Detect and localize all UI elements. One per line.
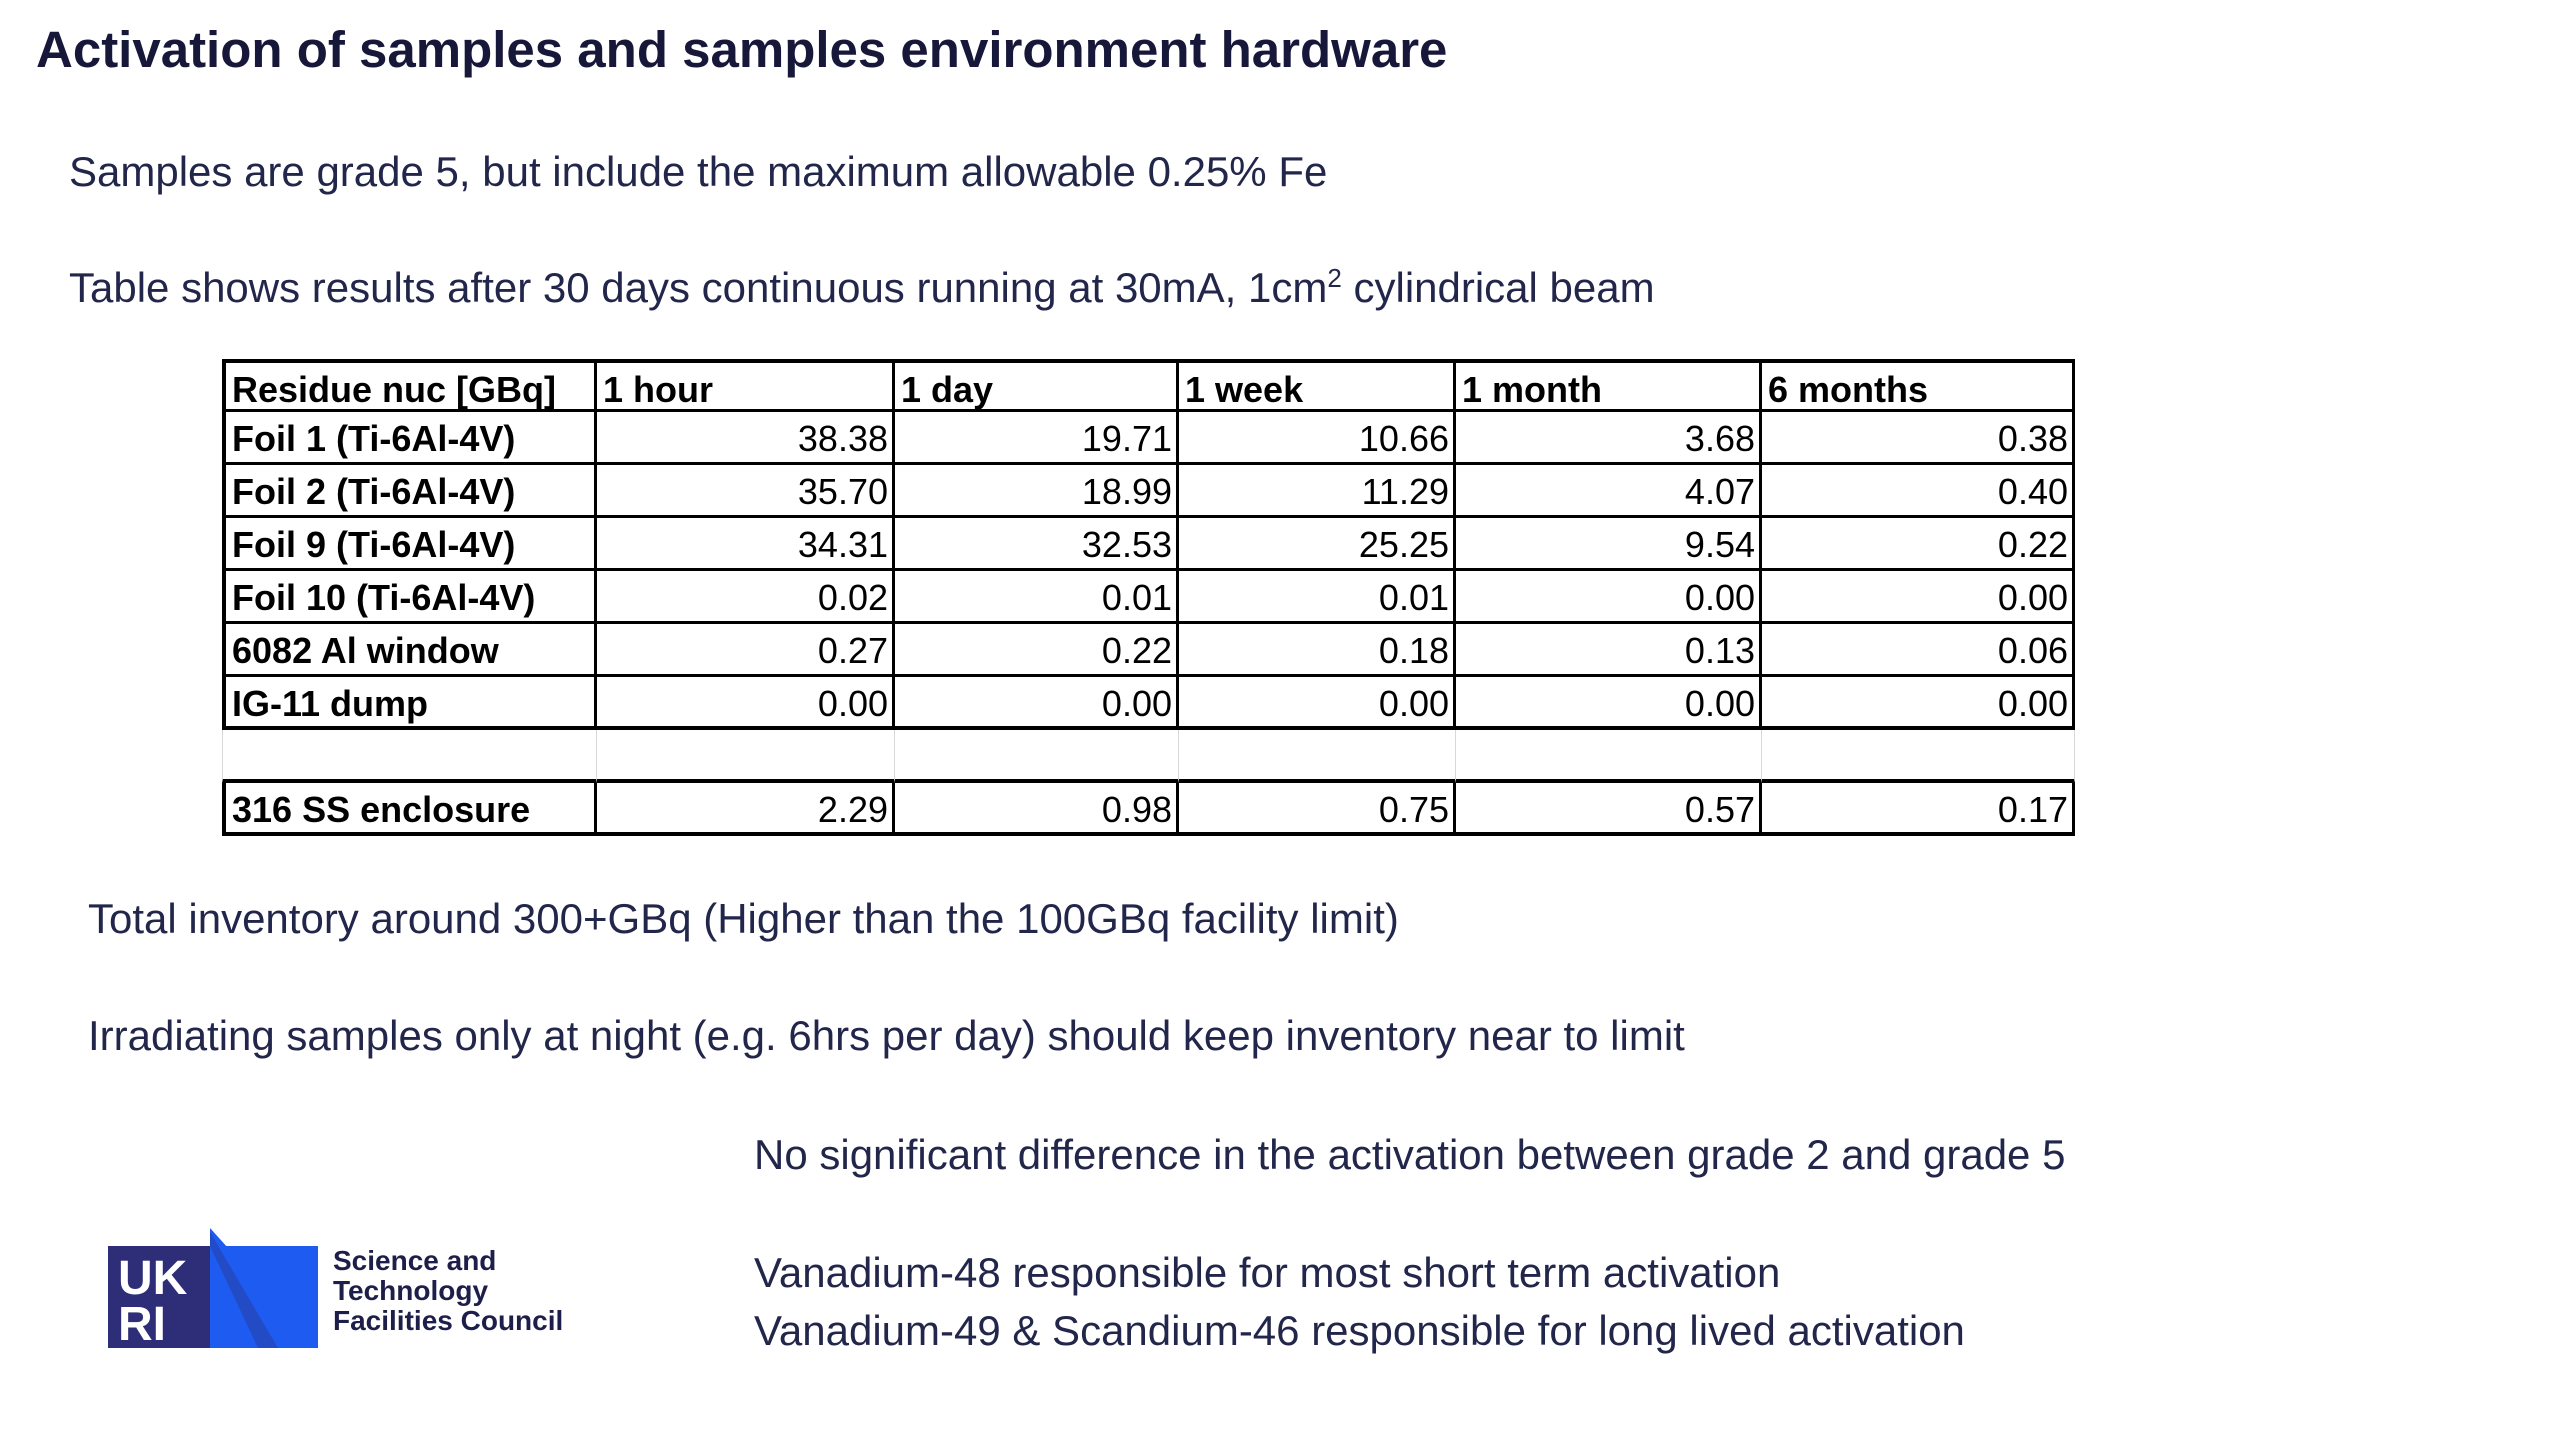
table-cell: 0.22 [895, 624, 1179, 677]
table-header-cell: 1 hour [597, 359, 895, 412]
table-cell: 0.00 [1456, 571, 1762, 624]
table-spacer-row [222, 730, 2075, 783]
table-cell: 38.38 [597, 412, 895, 465]
table-row: IG-11 dump 0.00 0.00 0.00 0.00 0.00 [222, 677, 2075, 730]
ukri-stfc-logo: UK RI Science and Technology Facilities … [108, 1228, 568, 1348]
table-cell: 0.38 [1762, 412, 2075, 465]
table-cell: 0.27 [597, 624, 895, 677]
row-label: Foil 9 (Ti-6Al-4V) [222, 518, 597, 571]
table-header-cell: 1 week [1179, 359, 1456, 412]
row-label: IG-11 dump [222, 677, 597, 730]
empty-cell [1456, 730, 1762, 783]
table-cell: 0.75 [1179, 783, 1456, 836]
table-cell: 32.53 [895, 518, 1179, 571]
table-cell: 0.40 [1762, 465, 2075, 518]
empty-cell [895, 730, 1179, 783]
logo-mark-top: UK [118, 1252, 188, 1305]
table-cell: 0.00 [1179, 677, 1456, 730]
table-row: 6082 Al window 0.27 0.22 0.18 0.13 0.06 [222, 624, 2075, 677]
table-cell: 0.01 [1179, 571, 1456, 624]
table-caption: Table shows results after 30 days contin… [69, 264, 1655, 312]
table-cell: 0.00 [597, 677, 895, 730]
table-cell: 11.29 [1179, 465, 1456, 518]
empty-cell [222, 730, 597, 783]
table-cell: 0.57 [1456, 783, 1762, 836]
table-cell: 0.00 [1762, 571, 2075, 624]
row-label: Foil 2 (Ti-6Al-4V) [222, 465, 597, 518]
table-cell: 34.31 [597, 518, 895, 571]
table-cell: 18.99 [895, 465, 1179, 518]
table-cell: 0.17 [1762, 783, 2075, 836]
table-cell: 9.54 [1456, 518, 1762, 571]
samples-note: Samples are grade 5, but include the max… [69, 148, 1328, 195]
table-cell: 10.66 [1179, 412, 1456, 465]
activation-table: Residue nuc [GBq] 1 hour 1 day 1 week 1 … [222, 359, 2075, 836]
table-caption-text: Table shows results after 30 days contin… [69, 264, 1328, 311]
table-cell: 0.18 [1179, 624, 1456, 677]
table-cell: 0.01 [895, 571, 1179, 624]
table-row: Foil 9 (Ti-6Al-4V) 34.31 32.53 25.25 9.5… [222, 518, 2075, 571]
table-cell: 0.98 [895, 783, 1179, 836]
row-label: 316 SS enclosure [222, 783, 597, 836]
row-label: 6082 Al window [222, 624, 597, 677]
table-cell: 19.71 [895, 412, 1179, 465]
table-cell: 0.13 [1456, 624, 1762, 677]
table-caption-superscript: 2 [1327, 263, 1342, 293]
table-cell: 0.06 [1762, 624, 2075, 677]
table-row: Foil 2 (Ti-6Al-4V) 35.70 18.99 11.29 4.0… [222, 465, 2075, 518]
row-label: Foil 10 (Ti-6Al-4V) [222, 571, 597, 624]
slide-title: Activation of samples and samples enviro… [36, 21, 1448, 78]
table-header-cell: Residue nuc [GBq] [222, 359, 597, 412]
ukri-mark-icon: UK RI [108, 1228, 318, 1348]
empty-cell [1762, 730, 2075, 783]
table-row: Foil 10 (Ti-6Al-4V) 0.02 0.01 0.01 0.00 … [222, 571, 2075, 624]
logo-line-1: Science and [333, 1245, 497, 1276]
table-cell: 0.00 [1762, 677, 2075, 730]
logo-mark-bottom: RI [118, 1298, 166, 1348]
grade-difference-note: No significant difference in the activat… [754, 1131, 2066, 1178]
table-cell: 25.25 [1179, 518, 1456, 571]
empty-cell [1179, 730, 1456, 783]
logo-line-2: Technology [333, 1275, 489, 1306]
table-cell: 0.00 [895, 677, 1179, 730]
table-cell: 2.29 [597, 783, 895, 836]
table-header-cell: 6 months [1762, 359, 2075, 412]
table-cell: 0.02 [597, 571, 895, 624]
table-cell: 4.07 [1456, 465, 1762, 518]
total-inventory-note: Total inventory around 300+GBq (Higher t… [88, 895, 1399, 942]
table-header-cell: 1 day [895, 359, 1179, 412]
row-label: Foil 1 (Ti-6Al-4V) [222, 412, 597, 465]
table-row-enclosure: 316 SS enclosure 2.29 0.98 0.75 0.57 0.1… [222, 783, 2075, 836]
irradiating-note: Irradiating samples only at night (e.g. … [88, 1012, 1685, 1059]
table-cell: 3.68 [1456, 412, 1762, 465]
empty-cell [597, 730, 895, 783]
vanadium-48-note: Vanadium-48 responsible for most short t… [754, 1249, 1781, 1296]
logo-line-3: Facilities Council [333, 1305, 564, 1336]
vanadium-49-note: Vanadium-49 & Scandium-46 responsible fo… [754, 1307, 1965, 1354]
table-cell: 0.22 [1762, 518, 2075, 571]
table-header-row: Residue nuc [GBq] 1 hour 1 day 1 week 1 … [222, 359, 2075, 412]
table-header-cell: 1 month [1456, 359, 1762, 412]
table-row: Foil 1 (Ti-6Al-4V) 38.38 19.71 10.66 3.6… [222, 412, 2075, 465]
table-caption-tail: cylindrical beam [1341, 264, 1655, 311]
table-cell: 0.00 [1456, 677, 1762, 730]
logo-text: Science and Technology Facilities Counci… [333, 1246, 563, 1336]
table-cell: 35.70 [597, 465, 895, 518]
